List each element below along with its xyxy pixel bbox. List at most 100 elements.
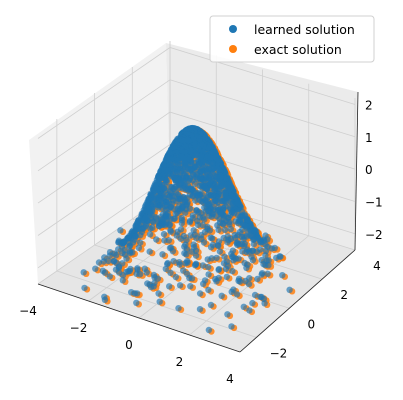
learned-point: [188, 248, 195, 255]
learned-point: [216, 248, 224, 255]
legend: learned solution exact solution: [209, 15, 375, 63]
learned-point: [286, 286, 293, 293]
learned-point: [173, 169, 181, 176]
learned-point: [223, 273, 230, 281]
learned-point: [235, 277, 242, 284]
grid-line: [37, 111, 356, 204]
z-tick-label: 1: [365, 131, 373, 145]
learned-point: [80, 269, 87, 276]
learned-point: [182, 209, 189, 216]
learned-point: [160, 230, 168, 238]
learned-point: [155, 290, 162, 297]
learned-point: [279, 272, 286, 279]
learned-point: [258, 271, 265, 278]
learned-point: [187, 232, 194, 239]
learned-point: [246, 307, 253, 314]
learned-point: [159, 251, 166, 258]
learned-point: [170, 258, 177, 265]
z-tick-label: −1: [365, 195, 383, 209]
learned-point: [198, 235, 205, 242]
floor-pane: [38, 193, 355, 352]
grid-line: [37, 47, 356, 139]
learned-point: [168, 200, 176, 207]
learned-point: [196, 290, 204, 297]
learned-point: [167, 228, 175, 235]
learned-point: [226, 221, 233, 228]
data-points: [80, 124, 296, 335]
learned-point: [214, 242, 221, 249]
learned-point: [215, 226, 222, 233]
learned-point: [178, 214, 185, 222]
learned-point: [162, 211, 169, 218]
learned-point: [254, 275, 261, 283]
learned-point: [186, 274, 193, 282]
learned-point: [156, 222, 163, 230]
learned-point: [224, 239, 231, 246]
learned-point: [137, 232, 144, 239]
learned-point: [243, 264, 250, 271]
learned-point: [221, 253, 228, 260]
grid-line: [37, 79, 356, 172]
y-tick-label: 4: [373, 259, 381, 273]
learned-point: [185, 137, 192, 145]
learned-point: [218, 292, 225, 299]
learned-point: [123, 255, 130, 262]
z-tick-label: 2: [365, 98, 373, 112]
learned-point: [251, 291, 259, 299]
learned-point: [164, 260, 171, 268]
learned-point: [273, 254, 280, 262]
legend-label: exact solution: [254, 42, 342, 57]
learned-point: [205, 263, 212, 271]
learned-point: [200, 280, 207, 287]
y-tick-label: 0: [307, 317, 315, 331]
learned-point: [213, 174, 220, 181]
learned-point: [207, 234, 214, 241]
learned-point: [215, 266, 222, 274]
learned-point: [176, 261, 183, 268]
learned-point: [156, 298, 163, 305]
y-tick-label: −2: [270, 346, 288, 360]
learned-point: [147, 209, 154, 216]
learned-point: [262, 252, 269, 259]
learned-point: [189, 212, 197, 219]
legend-label: learned solution: [254, 22, 355, 37]
learned-point: [205, 271, 212, 278]
learned-point: [100, 258, 107, 265]
learned-point: [196, 182, 203, 190]
learned-point: [208, 213, 215, 220]
y-axis-line: [239, 249, 356, 353]
learned-point: [167, 269, 174, 276]
learned-point: [92, 265, 99, 272]
learned-point: [228, 199, 235, 206]
left-pane: [29, 43, 170, 284]
learned-point: [220, 260, 228, 267]
learned-point: [249, 256, 257, 264]
learned-point: [171, 205, 178, 213]
learned-point: [207, 244, 215, 251]
learned-point: [119, 277, 127, 284]
learned-point: [232, 218, 239, 225]
learned-point: [191, 262, 199, 269]
legend-box: [209, 15, 375, 63]
learned-point: [213, 254, 220, 262]
learned-point: [106, 273, 114, 280]
learned-point: [193, 207, 200, 214]
learned-point: [233, 291, 241, 298]
learned-point: [205, 286, 212, 294]
axis-lines: [37, 91, 359, 353]
z-tick-label: −2: [365, 228, 383, 242]
learned-point: [101, 269, 109, 276]
learned-point: [117, 227, 124, 234]
learned-point: [119, 272, 127, 279]
learned-point: [205, 326, 213, 334]
learned-point: [194, 221, 202, 229]
tick-labels: −4 −2 0 2 4 −2 0 2 4 −2 −1 0 1 2: [19, 98, 383, 386]
learned-point: [161, 237, 168, 244]
learned-point: [212, 198, 219, 205]
learned-point: [187, 283, 194, 290]
learned-point: [221, 226, 229, 234]
learned-point: [101, 296, 109, 303]
learned-point: [230, 257, 237, 264]
learned-point: [228, 288, 235, 295]
learned-point: [239, 248, 246, 255]
